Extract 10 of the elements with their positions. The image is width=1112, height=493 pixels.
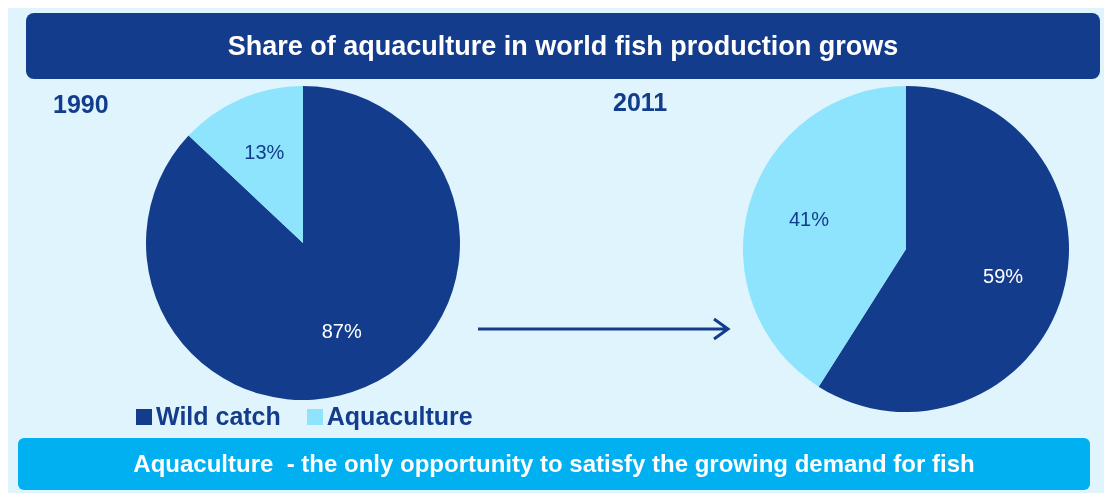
text: Aquaculture - the only opportunity to satisfy the growing demand for fish xyxy=(18,438,1090,490)
chart-title: 2011 xyxy=(613,88,668,117)
legend-label: Wild catch xyxy=(156,402,281,431)
legend-label: Aquaculture xyxy=(326,402,473,431)
text: Share of aquaculture in world fish production grows xyxy=(26,13,1100,79)
chart-subtitle: 1990 xyxy=(53,90,109,119)
data-label: 87% xyxy=(321,319,362,342)
data-label: 41% xyxy=(788,208,830,231)
data-label: 13% xyxy=(244,141,285,164)
data-label: 59% xyxy=(983,264,1024,287)
